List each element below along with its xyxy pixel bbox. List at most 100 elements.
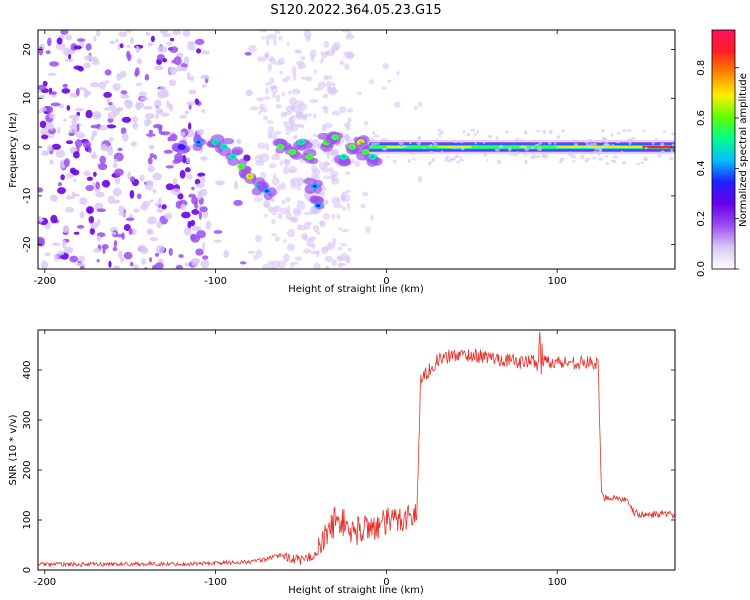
spectrogram-noise-cell	[200, 74, 210, 80]
spectrogram-noise-cell	[88, 216, 95, 224]
spectrogram-noise-cell	[169, 37, 175, 42]
spectrogram-track-center	[312, 184, 317, 188]
spectrogram-band-speckle	[540, 139, 545, 143]
spectrogram-noise-cell	[183, 227, 192, 236]
spectrogram-band-speckle	[452, 157, 456, 161]
spectrogram-noise-cell	[191, 226, 202, 232]
spectrogram-band-speckle	[524, 159, 528, 164]
colorbar-ticks: 0.0 0.2 0.4 0.6 0.8	[696, 60, 739, 277]
spectrogram-band-speckle	[482, 141, 486, 144]
spectrogram-band-speckle	[559, 157, 565, 162]
spectrogram-noise-cell	[148, 144, 155, 150]
spectrogram-noise-cell	[165, 165, 174, 169]
spectrogram-track-center	[341, 155, 346, 159]
spectrogram-noise-cell	[112, 187, 122, 197]
spectrogram-band-speckle	[670, 132, 675, 136]
spectrogram-noise-cell	[63, 246, 74, 254]
spectrogram-noise-cell	[191, 208, 200, 215]
spectrogram-band-speckle	[494, 148, 500, 152]
spectrogram-band-speckle	[385, 139, 390, 142]
spectrogram-band-speckle	[612, 159, 617, 164]
spectrogram-band-speckle	[462, 130, 466, 134]
spectrogram-noise-cell	[264, 213, 268, 218]
spectrogram-noise-cell	[111, 231, 117, 235]
spectrogram-noise-cell	[320, 50, 325, 56]
spectrogram-noise-cell	[316, 249, 320, 258]
snr-series-line	[38, 331, 675, 568]
spectrogram-noise-cell	[297, 199, 303, 204]
spectrogram-y-tick-label: 10	[22, 92, 33, 105]
spectrogram-noise-cell	[40, 134, 49, 140]
spectrogram-noise-cell	[154, 262, 164, 269]
spectrogram-noise-cell	[78, 255, 85, 263]
spectrogram-band-speckle	[555, 146, 559, 149]
spectrogram-noise-cell	[285, 196, 291, 203]
spectrogram-band-speckle	[627, 138, 633, 143]
spectrogram-noise-cell	[331, 237, 337, 247]
spectrogram-noise-cell	[354, 160, 360, 168]
spectrogram-noise-cell	[268, 33, 278, 40]
spectrogram-track-center	[307, 155, 312, 159]
spectrogram-noise-cell	[293, 210, 302, 217]
spectrogram-band-speckle	[530, 146, 536, 150]
spectrogram-peak-band	[557, 146, 675, 149]
spectrogram-noise-cell	[138, 91, 147, 97]
spectrogram-noise-cell	[62, 224, 70, 234]
spectrogram-noise-cell	[270, 233, 278, 237]
spectrogram-noise-cell	[38, 187, 44, 193]
spectrogram-band-speckle	[507, 147, 512, 152]
spectrogram-noise-cell	[139, 174, 145, 182]
spectrogram-peak-band	[437, 146, 472, 149]
spectrogram-noise-cell	[118, 205, 125, 214]
spectrogram-track-center	[350, 145, 355, 149]
spectrogram-noise-cell	[157, 45, 168, 53]
spectrogram-noise-cell	[96, 258, 100, 263]
spectrogram-noise-cell	[95, 181, 100, 190]
spectrogram-noise-cell	[108, 260, 112, 268]
spectrogram-noise-cell	[122, 132, 129, 142]
spectrogram-band-speckle	[455, 145, 461, 149]
spectrogram-noise-cell	[321, 55, 325, 62]
spectrogram-noise-cell	[77, 87, 87, 91]
snr-x-tick-label: -100	[204, 577, 227, 588]
spectrogram-noise-cell	[194, 38, 205, 45]
spectrogram-noise-cell	[316, 144, 321, 150]
spectrogram-noise-cell	[188, 89, 197, 95]
spectrogram-noise-cell	[188, 144, 193, 148]
spectrogram-noise-cell	[330, 82, 336, 87]
spectrogram-band-speckle	[398, 141, 404, 145]
spectrogram-noise-cell	[338, 226, 343, 231]
spectrogram-noise-cell	[144, 113, 155, 120]
spectrogram-noise-cell	[270, 133, 278, 140]
spectrogram-noise-cell	[296, 202, 301, 210]
spectrogram-noise-cell	[329, 170, 339, 177]
spectrogram-noise-cell	[247, 250, 256, 255]
colorbar-tick-label: 0.8	[696, 60, 707, 76]
spectrogram-noise-cell	[50, 194, 59, 202]
spectrogram-x-tick-label: -100	[204, 276, 227, 287]
spectrogram-noise-cell	[186, 173, 193, 180]
spectrogram-noise-cell	[329, 148, 340, 157]
spectrogram-noise-cell	[47, 37, 52, 47]
spectrogram-noise-cell	[278, 35, 283, 41]
spectrogram-peak-band	[386, 146, 404, 149]
spectrogram-noise-cell	[258, 111, 262, 116]
spectrogram-noise-cell	[254, 154, 264, 164]
spectrogram-noise-cell	[40, 150, 50, 157]
spectrogram-band-speckle	[439, 131, 444, 135]
spectrogram-noise-cell	[320, 190, 326, 198]
spectrogram-band-speckle	[589, 143, 593, 148]
spectrogram-noise-cell	[85, 43, 92, 51]
spectrogram-noise-cell	[197, 190, 203, 196]
spectrogram-band-speckle	[370, 142, 376, 146]
spectrogram-band-speckle	[375, 134, 380, 138]
spectrogram-noise-cell	[202, 242, 206, 251]
spectrogram-noise-cell	[147, 42, 154, 47]
spectrogram-noise-cell	[279, 182, 287, 191]
spectrogram-noise-cell	[261, 36, 266, 40]
spectrogram-noise-cell	[381, 86, 387, 90]
spectrogram-noise-cell	[135, 45, 140, 54]
spectrogram-noise-cell	[312, 112, 317, 119]
spectrogram-noise-cell	[107, 147, 114, 156]
